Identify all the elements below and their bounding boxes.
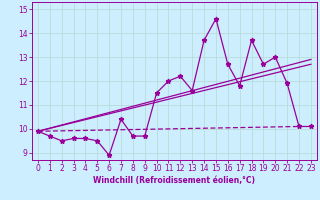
X-axis label: Windchill (Refroidissement éolien,°C): Windchill (Refroidissement éolien,°C) bbox=[93, 176, 255, 185]
